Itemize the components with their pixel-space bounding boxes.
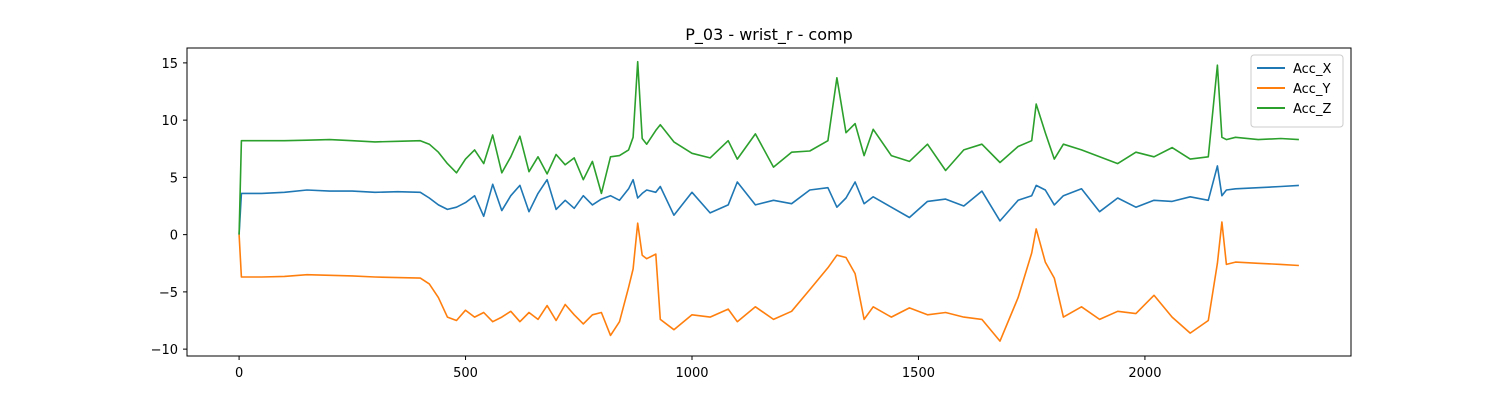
x-tick-label: 1500 bbox=[902, 366, 935, 381]
series-line-acc-z bbox=[238, 60, 1299, 235]
y-tick-label: 0 bbox=[170, 229, 178, 244]
x-tick-label: 0 bbox=[235, 366, 243, 381]
legend-label-acc-y: Acc_Y bbox=[1293, 82, 1330, 97]
y-tick-label: −10 bbox=[151, 343, 178, 358]
x-tick-label: 500 bbox=[453, 366, 478, 381]
y-tick-label: −5 bbox=[159, 286, 178, 301]
legend: Acc_X Acc_Y Acc_Z bbox=[1250, 54, 1344, 128]
legend-label-acc-z: Acc_Z bbox=[1293, 102, 1331, 117]
y-axis: −10 −5 0 5 10 15 bbox=[151, 57, 187, 358]
x-tick-label: 1000 bbox=[675, 366, 708, 381]
plot-frame bbox=[186, 47, 1352, 357]
x-axis: 0 500 1000 1500 2000 bbox=[235, 356, 1161, 381]
chart-title: P_03 - wrist_r - comp bbox=[685, 25, 853, 45]
y-tick-label: 10 bbox=[161, 114, 178, 129]
y-tick-label: 15 bbox=[161, 57, 178, 72]
x-tick-label: 2000 bbox=[1128, 366, 1161, 381]
plot-area bbox=[238, 60, 1299, 342]
series-line-acc-y bbox=[238, 221, 1299, 342]
y-tick-label: 5 bbox=[170, 171, 178, 186]
legend-label-acc-x: Acc_X bbox=[1293, 62, 1331, 77]
series-line-acc-x bbox=[238, 165, 1299, 235]
